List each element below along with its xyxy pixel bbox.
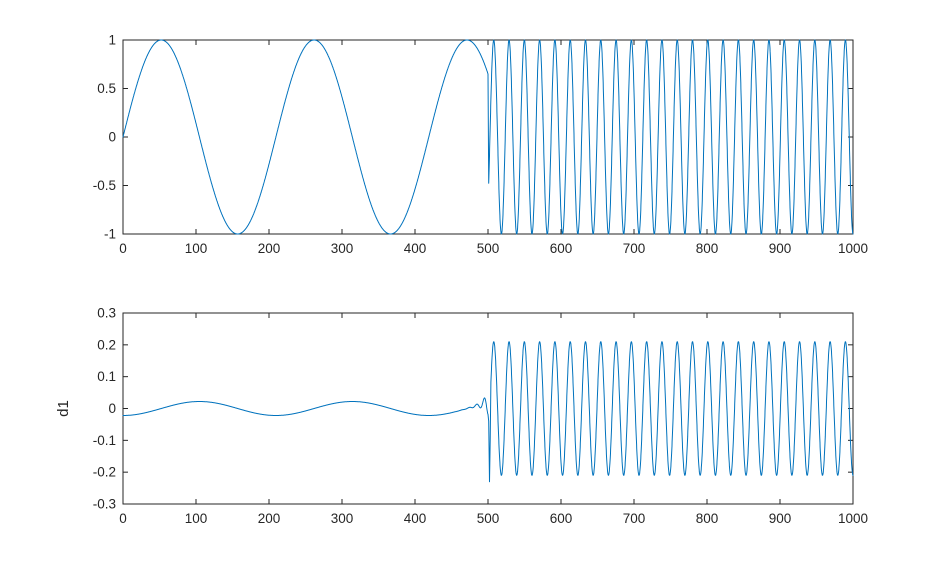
x-tick-label: 600 <box>550 511 573 526</box>
x-tick-label: 0 <box>119 511 127 526</box>
x-tick-label: 1000 <box>838 511 868 526</box>
x-tick-label: 700 <box>623 241 646 256</box>
x-tick-label: 300 <box>331 511 354 526</box>
y-axis-label: d1 <box>55 400 72 417</box>
signal-line <box>122 39 854 235</box>
x-tick-label: 1000 <box>838 241 868 256</box>
x-tick-label: 200 <box>258 511 281 526</box>
y-tick-label: -0.3 <box>93 497 116 512</box>
subplot-bottom: 0 100 200 300 400 500 600 700 800 900 1000 -0.3 -0.2… <box>55 306 868 527</box>
x-tick-label: 800 <box>696 511 719 526</box>
x-tick-label: 400 <box>404 511 427 526</box>
y-tick-label: -1 <box>104 227 116 242</box>
y-tick-label: 0 <box>108 130 116 145</box>
y-tick-label: 0 <box>108 401 116 416</box>
x-tick-label: 500 <box>477 511 500 526</box>
x-tick-label: 500 <box>477 241 500 256</box>
x-tick-label: 0 <box>119 241 127 256</box>
x-tick-label: 200 <box>258 241 281 256</box>
x-tick-label: 900 <box>769 241 792 256</box>
x-tick-label: 800 <box>696 241 719 256</box>
y-tick-label: -0.2 <box>93 465 116 480</box>
y-tick-label: -0.5 <box>93 178 116 193</box>
y-tick-label: 0.1 <box>97 369 116 384</box>
d1-line <box>122 341 854 483</box>
axes-box <box>122 312 854 505</box>
x-tick-label: 400 <box>404 241 427 256</box>
y-tick-label: 0.2 <box>97 337 116 352</box>
x-tick-label: 900 <box>769 511 792 526</box>
x-tick-label: 100 <box>185 511 208 526</box>
y-tick-label: -0.1 <box>93 433 116 448</box>
y-tick-label: 0.3 <box>97 306 116 321</box>
y-tick-label: 0.5 <box>97 81 116 96</box>
subplot-top: 0 100 200 300 400 500 600 700 800 900 1000 -1 -0.5 0 0… <box>93 33 868 257</box>
x-tick-label: 300 <box>331 241 354 256</box>
y-tick-label: 1 <box>108 33 116 48</box>
x-tick-label: 700 <box>623 511 646 526</box>
x-tick-label: 600 <box>550 241 573 256</box>
x-tick-label: 100 <box>185 241 208 256</box>
